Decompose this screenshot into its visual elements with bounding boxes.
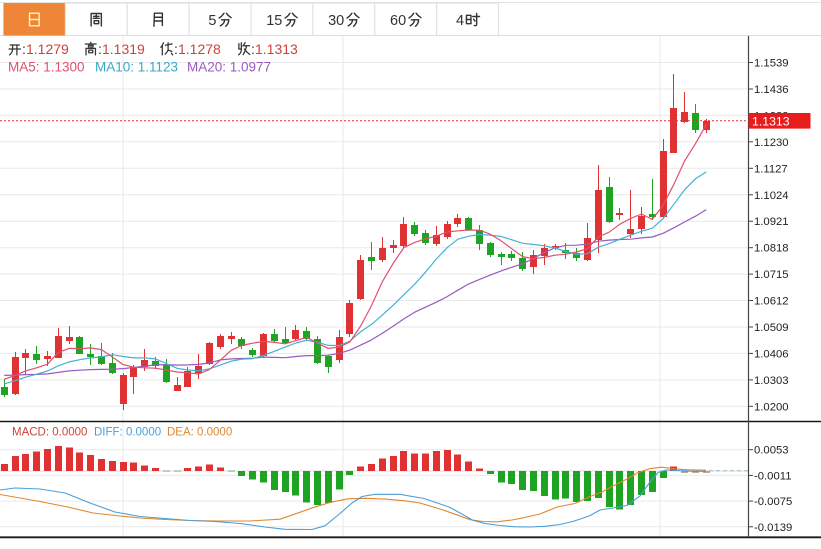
svg-text:1.0303: 1.0303 [754,375,789,387]
svg-text:1.1230: 1.1230 [754,137,789,149]
svg-text::: : [251,41,255,57]
svg-text:-0.0011: -0.0011 [754,470,791,482]
svg-text:1.1278: 1.1278 [178,41,221,57]
svg-text::: : [174,41,178,57]
svg-text:1.1319: 1.1319 [102,41,145,57]
svg-text:5: 5 [208,13,216,29]
svg-text:1.1279: 1.1279 [26,41,69,57]
svg-text:1.0818: 1.0818 [754,243,789,255]
svg-text:60: 60 [390,13,406,29]
svg-text:1.1127: 1.1127 [754,163,788,175]
svg-text:1.0406: 1.0406 [754,348,789,360]
svg-text:1.0921: 1.0921 [754,216,789,228]
svg-text:1.1313: 1.1313 [752,114,790,128]
svg-text:1.0612: 1.0612 [754,296,789,308]
svg-text:-0.0075: -0.0075 [754,496,792,508]
svg-text:1.0200: 1.0200 [754,401,789,413]
svg-text:30: 30 [328,13,344,29]
svg-text:DIFF: 0.0000: DIFF: 0.0000 [94,427,161,439]
svg-text::: : [22,41,26,57]
svg-text:1.1313: 1.1313 [255,41,298,57]
svg-text:DEA: 0.0000: DEA: 0.0000 [167,427,232,439]
svg-text:4: 4 [456,13,464,29]
svg-text:MA20: 1.0977: MA20: 1.0977 [187,60,271,75]
svg-text:1.0715: 1.0715 [754,269,789,281]
svg-text:MA10: 1.1123: MA10: 1.1123 [95,60,178,75]
svg-text:-0.0139: -0.0139 [754,522,792,534]
svg-text:1.1024: 1.1024 [754,190,789,202]
svg-text:1.1539: 1.1539 [754,58,789,70]
svg-text:1.1436: 1.1436 [754,84,789,96]
svg-text:MACD: 0.0000: MACD: 0.0000 [12,427,87,439]
svg-text:MA5: 1.1300: MA5: 1.1300 [8,60,85,75]
svg-text:0.0053: 0.0053 [754,445,789,457]
svg-text:1.0509: 1.0509 [754,322,789,334]
svg-text:15: 15 [266,13,282,29]
svg-text::: : [98,41,102,57]
